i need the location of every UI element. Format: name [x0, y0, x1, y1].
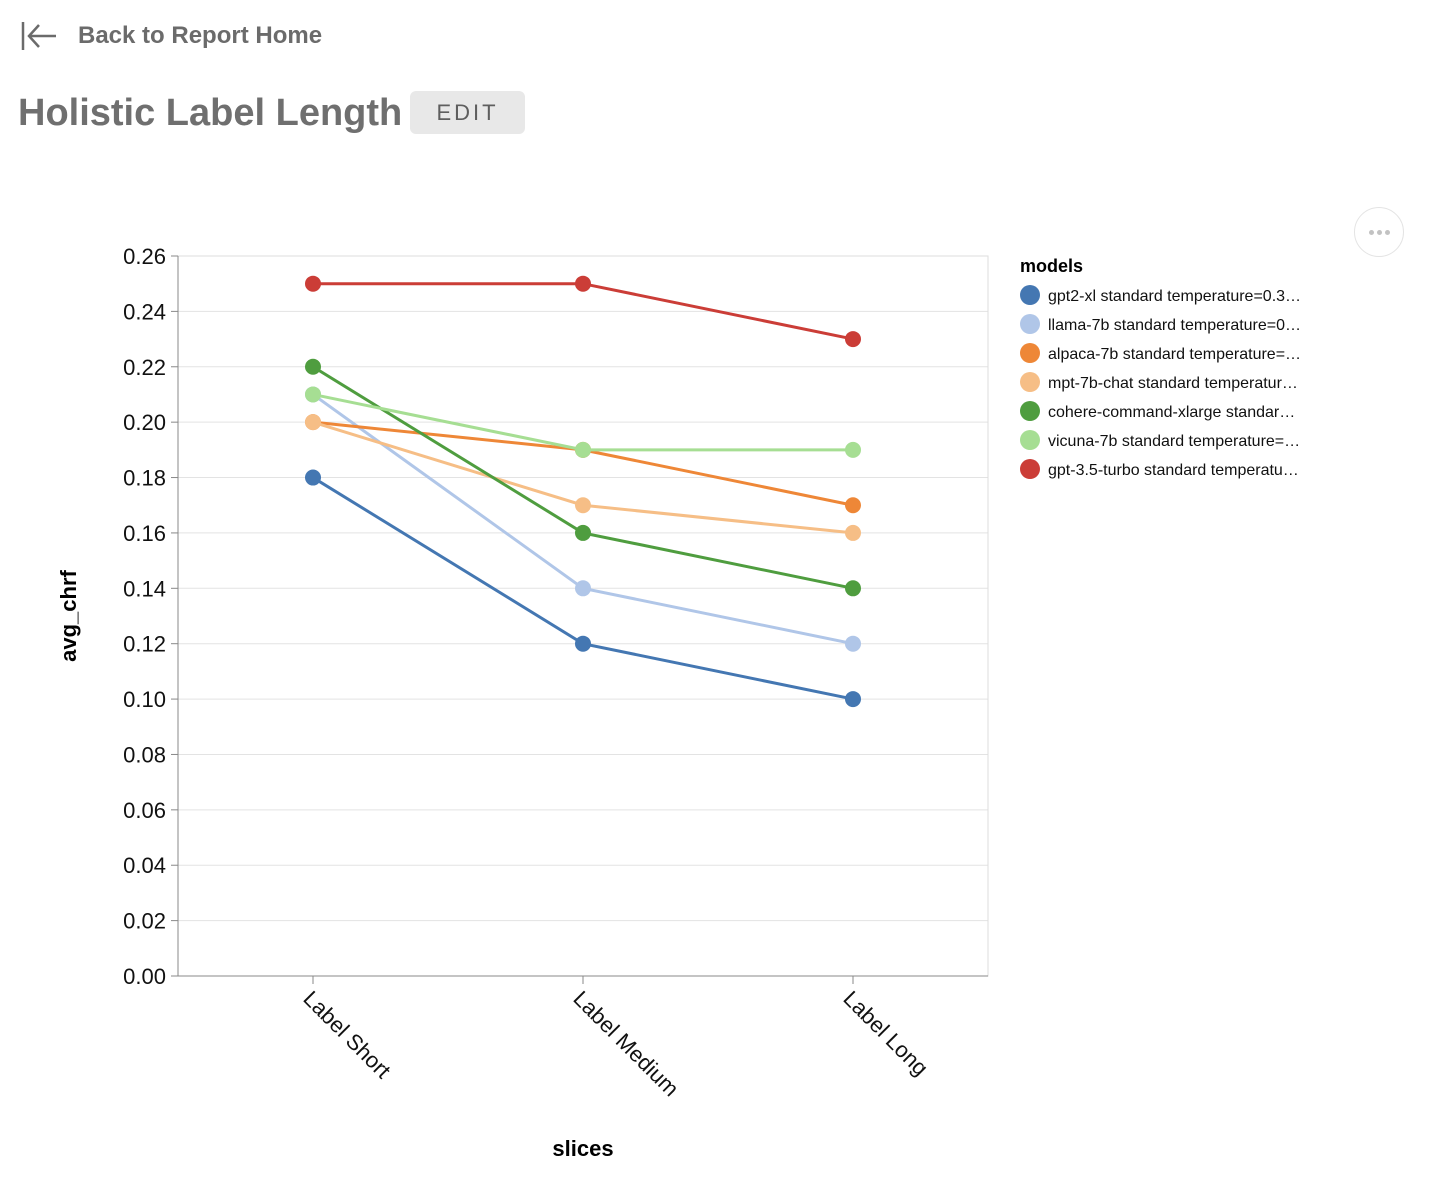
data-point [305, 469, 321, 486]
data-point [845, 691, 861, 708]
legend-swatch [1020, 343, 1040, 363]
y-tick-label: 0.20 [123, 410, 166, 435]
data-point [845, 580, 861, 597]
series-line [312, 420, 854, 507]
data-point [575, 441, 591, 458]
legend-item: alpaca-7b standard temperature=… [1020, 343, 1301, 363]
y-tick-label: 0.16 [123, 521, 166, 546]
more-dot-icon [1376, 229, 1382, 235]
legend-label: mpt-7b-chat standard temperatur… [1048, 375, 1298, 392]
y-tick-label: 0.00 [123, 964, 166, 989]
legend-label: cohere-command-xlarge standar… [1048, 404, 1295, 421]
data-point [845, 497, 861, 514]
x-tick-label: Label Short [298, 986, 395, 1083]
y-tick-label: 0.06 [123, 798, 166, 823]
legend-swatch [1020, 314, 1040, 334]
more-options-button[interactable] [1354, 207, 1404, 257]
arrow-left-icon [21, 22, 56, 50]
legend-item: gpt-3.5-turbo standard temperatu… [1020, 459, 1299, 479]
legend-label: gpt-3.5-turbo standard temperatu… [1048, 462, 1299, 479]
y-axis: 0.00 0.02 0.04 0.06 0.08 0.10 0.12 0.14 0.16 0.18… [123, 244, 179, 989]
y-tick-label: 0.10 [123, 687, 166, 712]
plot-frame [177, 255, 989, 977]
x-axis-title: slices [552, 1136, 613, 1161]
legend: models gpt2-xl standard temperature=0.3…… [1020, 256, 1301, 479]
legend-label: vicuna-7b standard temperature=… [1048, 433, 1300, 450]
series-3 [305, 414, 861, 541]
data-point [845, 524, 861, 541]
y-axis-title: avg_chrf [56, 569, 81, 661]
y-tick-label: 0.12 [123, 632, 166, 657]
series-0 [305, 469, 861, 708]
data-point [845, 331, 861, 348]
more-dot-icon [1384, 229, 1390, 235]
data-point [845, 635, 861, 652]
data-point [845, 441, 861, 458]
y-tick-label: 0.04 [123, 853, 166, 878]
x-tick-label: Label Long [838, 986, 933, 1081]
y-tick-label: 0.22 [123, 355, 166, 380]
data-point [575, 580, 591, 597]
more-dot-icon [1368, 229, 1374, 235]
legend-swatch [1020, 401, 1040, 421]
data-point [575, 524, 591, 541]
legend-item: cohere-command-xlarge standar… [1020, 401, 1295, 421]
series-layer [305, 275, 861, 708]
data-point [305, 358, 321, 375]
y-tick-label: 0.26 [123, 244, 166, 269]
legend-item: llama-7b standard temperature=0… [1020, 314, 1301, 334]
legend-label: gpt2-xl standard temperature=0.3… [1048, 288, 1301, 305]
edit-button[interactable]: EDIT [410, 91, 525, 134]
legend-swatch [1020, 459, 1040, 479]
legend-swatch [1020, 430, 1040, 450]
y-tick-label: 0.08 [123, 742, 166, 767]
series-4 [305, 358, 861, 597]
chart-grid [178, 255, 988, 977]
y-tick-label: 0.02 [123, 909, 166, 934]
legend-item: mpt-7b-chat standard temperatur… [1020, 372, 1298, 392]
data-point [575, 497, 591, 514]
data-point [305, 414, 321, 431]
x-tick-label: Label Medium [568, 986, 683, 1101]
series-6 [305, 275, 861, 348]
legend-item: gpt2-xl standard temperature=0.3… [1020, 285, 1301, 305]
y-tick-label: 0.14 [123, 576, 166, 601]
legend-swatch [1020, 285, 1040, 305]
y-tick-label: 0.24 [123, 299, 166, 324]
series-5 [305, 386, 861, 458]
x-axis: Label Short Label Medium Label Long [178, 975, 988, 1101]
legend-label: llama-7b standard temperature=0… [1048, 317, 1301, 334]
back-link-label: Back to Report Home [78, 22, 323, 49]
series-1 [305, 386, 861, 652]
y-tick-label: 0.18 [123, 466, 166, 491]
data-point [305, 386, 321, 403]
data-point [305, 275, 321, 292]
legend-title: models [1020, 256, 1083, 276]
page-title: Holistic Label Length [18, 92, 403, 134]
legend-label: alpaca-7b standard temperature=… [1048, 346, 1301, 363]
legend-swatch [1020, 372, 1040, 392]
back-to-report-home-link[interactable]: Back to Report Home [20, 16, 322, 56]
data-point [575, 635, 591, 652]
data-point [575, 275, 591, 292]
legend-item: vicuna-7b standard temperature=… [1020, 430, 1300, 450]
